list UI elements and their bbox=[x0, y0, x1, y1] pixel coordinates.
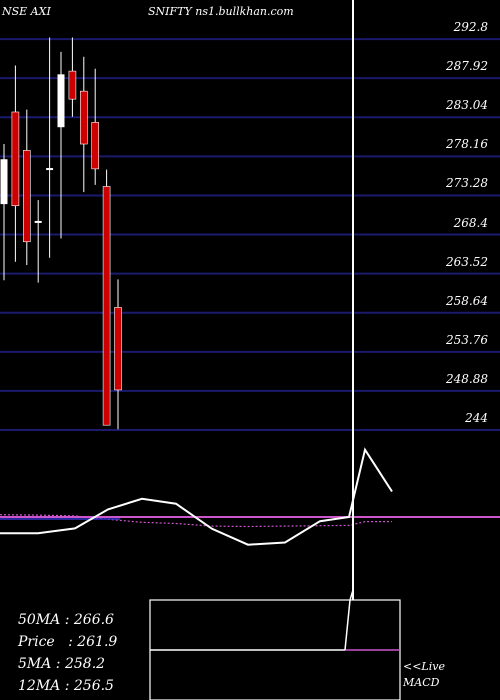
candle-body bbox=[34, 220, 42, 223]
ma5-readout: 5MA : 258.2 bbox=[18, 656, 106, 672]
live-label: <<Live bbox=[403, 660, 445, 673]
candle-body bbox=[0, 159, 8, 205]
site-label: SNIFTY ns1.bullkhan.com bbox=[148, 5, 294, 18]
y-tick-label: 278.16 bbox=[446, 137, 488, 152]
candle-body bbox=[57, 74, 65, 128]
macd-label: MACD bbox=[403, 676, 440, 689]
y-tick-label: 273.28 bbox=[446, 176, 488, 191]
candle-body bbox=[80, 90, 88, 145]
candle-body bbox=[46, 168, 54, 171]
y-tick-label: 283.04 bbox=[446, 98, 488, 113]
y-tick-label: 292.8 bbox=[453, 20, 488, 35]
y-tick-label: 244 bbox=[465, 411, 488, 425]
candle-body bbox=[114, 307, 122, 391]
candle-body bbox=[68, 70, 77, 100]
symbol-label: NSE AXI bbox=[2, 5, 51, 18]
y-tick-label: 268.4 bbox=[453, 215, 488, 230]
candlesticks bbox=[0, 37, 122, 430]
ma12-readout: 12MA : 256.5 bbox=[18, 678, 114, 694]
candle-body bbox=[22, 150, 31, 243]
price-readout: Price : 261.9 bbox=[18, 634, 118, 650]
candle-body bbox=[102, 186, 111, 426]
candle-body bbox=[91, 122, 99, 170]
y-tick-label: 248.88 bbox=[446, 371, 488, 386]
macd-signal-line bbox=[0, 514, 392, 528]
y-tick-label: 287.92 bbox=[446, 59, 488, 74]
candle-body bbox=[11, 111, 20, 207]
y-tick-label: 253.76 bbox=[446, 332, 488, 347]
ma50-readout: 50MA : 266.6 bbox=[18, 612, 114, 628]
macd-line bbox=[0, 447, 393, 546]
y-tick-label: 258.64 bbox=[446, 293, 488, 308]
live-macd-line bbox=[344, 589, 354, 651]
y-tick-label: 263.52 bbox=[446, 254, 488, 269]
